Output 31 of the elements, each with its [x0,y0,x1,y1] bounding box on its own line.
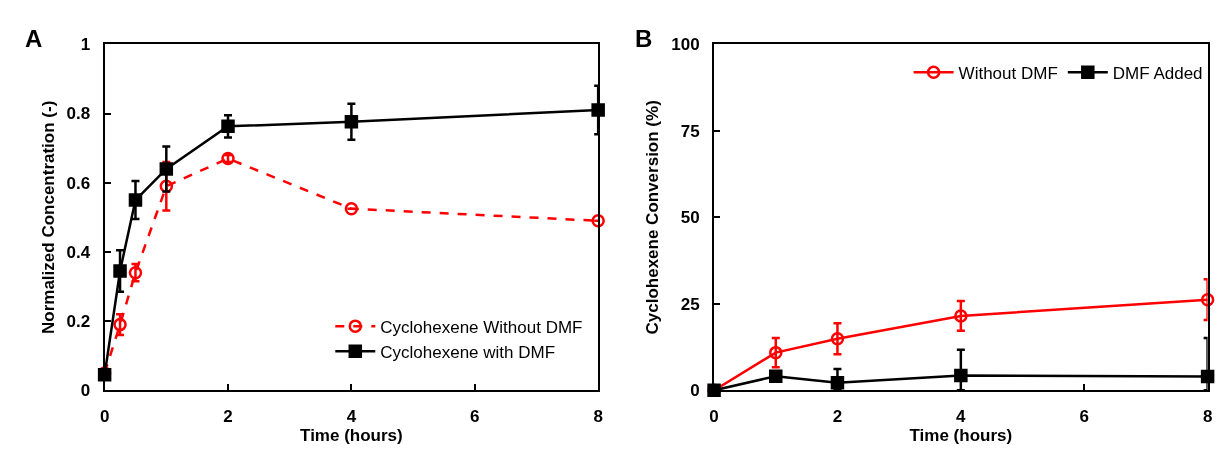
y-tick-label: 0.8 [66,104,91,124]
y-tick-label: 0.2 [66,312,91,332]
x-tick-label: 4 [956,406,967,426]
y-tick-label: 0.6 [66,173,91,193]
y-axis-title: Normalized Concentration (-) [38,100,58,334]
x-tick-label: 8 [1202,406,1213,426]
x-tick-label: 4 [346,406,357,426]
y-tick-label: 25 [680,294,700,314]
x-tick-label: 6 [470,406,480,426]
x-tick-label: 6 [1079,406,1089,426]
legend-label: Cyclohexene Without DMF [380,317,583,337]
x-axis-title: Time (hours) [909,425,1013,445]
y-tick-label: 1 [80,35,91,55]
x-tick-label: 0 [99,406,110,426]
x-axis-title: Time (hours) [300,425,403,445]
y-tick-label: 75 [680,121,700,141]
legend-label: DMF Added [1112,63,1203,83]
legend-label: Without DMF [958,63,1058,83]
y-axis-title: Cyclohexene Conversion (%) [643,100,663,335]
x-tick-label: 2 [832,406,843,426]
y-tick-label: 100 [671,35,700,55]
y-tick-label: 0 [80,381,91,401]
y-tick-label: 0.4 [66,242,91,262]
x-tick-label: 0 [709,406,719,426]
y-tick-label: 50 [680,208,700,228]
legend-label: Cyclohexene with DMF [380,342,556,362]
x-tick-label: 8 [593,406,603,426]
chart-title: A [25,25,43,52]
x-tick-label: 2 [223,406,233,426]
y-tick-label: 0 [690,381,700,401]
chart-title: B [635,25,653,52]
